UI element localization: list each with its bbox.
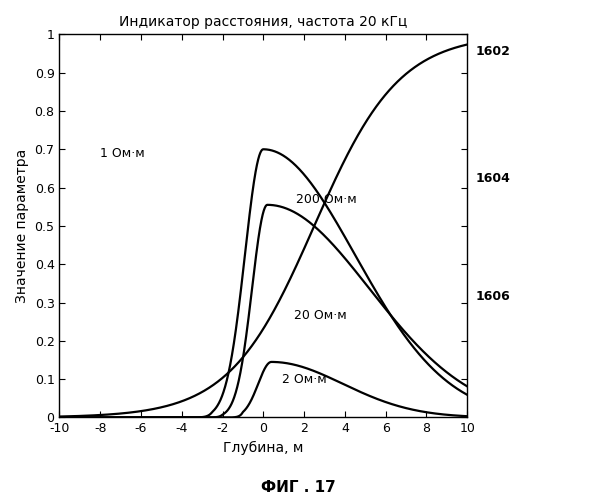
- Text: 20 Ом·м: 20 Ом·м: [294, 310, 347, 322]
- Text: 1606: 1606: [475, 290, 510, 304]
- Text: 200 Ом·м: 200 Ом·м: [296, 192, 356, 205]
- X-axis label: Глубина, м: Глубина, м: [223, 441, 303, 455]
- Text: 1604: 1604: [475, 172, 510, 184]
- Text: 1602: 1602: [475, 45, 510, 58]
- Text: 2 Ом·м: 2 Ом·м: [282, 372, 327, 386]
- Text: 1 Ом·м: 1 Ом·м: [100, 146, 145, 160]
- Title: Индикатор расстояния, частота 20 кГц: Индикатор расстояния, частота 20 кГц: [119, 15, 407, 29]
- Text: ФИГ . 17: ФИГ . 17: [261, 480, 336, 496]
- Y-axis label: Значение параметра: Значение параметра: [15, 149, 29, 303]
